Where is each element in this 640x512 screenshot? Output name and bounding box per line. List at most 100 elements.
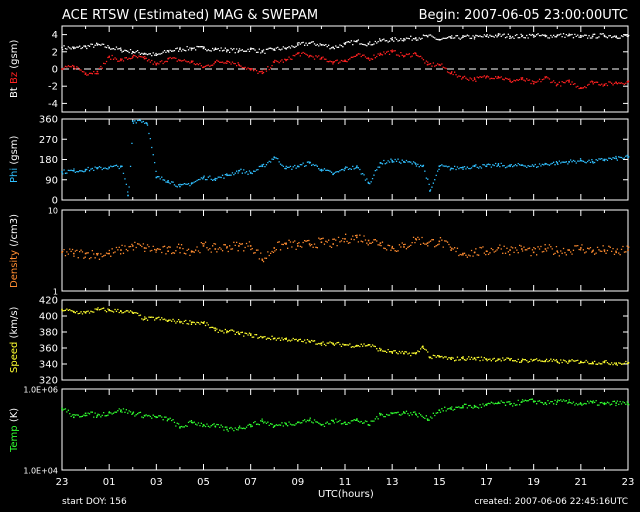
data-point-speed — [462, 357, 464, 360]
data-point-phi — [497, 164, 500, 166]
y-axis-label-part: Speed — [9, 341, 20, 373]
data-point-density — [261, 259, 264, 262]
y-tick-label-phi: 180 — [39, 155, 58, 166]
data-point-speed — [355, 344, 358, 347]
data-point-temp — [214, 425, 217, 428]
data-point-temp — [61, 407, 63, 410]
data-point-density — [426, 242, 429, 244]
data-point-phi — [414, 163, 417, 165]
series-speed — [62, 307, 630, 366]
data-point-temp — [473, 406, 476, 408]
data-point-temp — [580, 403, 582, 405]
data-point-bt — [580, 36, 582, 38]
data-point-bt — [497, 34, 500, 37]
data-point-speed — [615, 362, 618, 364]
y-tick-label-temp: 1.0E+04 — [23, 467, 58, 476]
data-point-speed — [473, 357, 476, 360]
data-point-temp — [320, 424, 323, 426]
data-point-density — [509, 249, 511, 251]
y-axis-label-mag: Bt Bz (gsm) — [9, 40, 20, 98]
data-point-temp — [202, 424, 205, 426]
data-point-phi — [332, 173, 335, 175]
data-point-temp — [509, 403, 511, 406]
data-point-speed — [422, 345, 424, 348]
data-point-density — [391, 247, 393, 249]
data-point-density — [403, 246, 405, 248]
data-point-bz — [603, 83, 606, 86]
data-point-phi — [139, 119, 141, 121]
data-point-bt — [473, 36, 476, 38]
data-point-speed — [450, 358, 452, 360]
x-tick-label: 19 — [527, 477, 540, 488]
data-point-bt — [355, 40, 358, 43]
data-point-bt — [438, 38, 441, 41]
chart-title: ACE RTSW (Estimated) MAG & SWEPAM — [62, 8, 319, 23]
data-point-phi — [591, 160, 594, 163]
data-point-temp — [379, 414, 382, 416]
data-point-bt — [615, 35, 618, 38]
data-point-bt — [379, 39, 382, 42]
data-point-bz — [167, 57, 169, 60]
y-axis-label-part: (gsm) — [9, 135, 20, 168]
data-point-density — [615, 251, 618, 254]
data-point-phi — [544, 163, 547, 165]
data-point-density — [521, 248, 523, 250]
data-point-bz — [355, 54, 358, 57]
y-tick-label-density: 10 — [48, 207, 58, 216]
data-point-bz — [473, 78, 476, 81]
data-point-speed — [403, 352, 405, 355]
data-point-density — [273, 247, 276, 249]
data-point-density — [84, 252, 87, 255]
data-point-temp — [355, 419, 358, 421]
data-point-bt — [120, 49, 122, 51]
x-tick-label: 13 — [386, 477, 399, 488]
data-point-density — [367, 239, 370, 242]
data-point-temp — [179, 427, 181, 429]
data-point-bz — [615, 81, 618, 84]
data-point-phi — [450, 167, 452, 170]
data-point-speed — [84, 312, 87, 314]
data-point-temp — [391, 412, 393, 415]
x-axis-label: UTC(hours) — [318, 489, 374, 500]
y-axis-label-part: Bz — [9, 71, 20, 88]
data-point-speed — [143, 318, 146, 320]
data-point-phi — [297, 165, 299, 168]
data-point-density — [544, 248, 547, 250]
x-tick-label: 17 — [480, 477, 493, 488]
data-point-phi — [367, 182, 370, 184]
data-point-bz — [462, 76, 464, 79]
data-point-phi — [285, 167, 287, 170]
panel-frame-density — [61, 209, 629, 292]
data-point-phi — [355, 166, 358, 169]
data-point-bz — [332, 61, 335, 63]
data-point-phi — [190, 182, 193, 184]
data-point-bt — [155, 54, 158, 57]
data-point-temp — [627, 403, 629, 405]
data-point-density — [438, 240, 441, 243]
data-point-density — [497, 247, 500, 249]
data-point-phi — [179, 185, 181, 188]
data-point-bt — [603, 34, 606, 37]
y-axis-label-phi: Phi (gsm) — [9, 136, 20, 183]
y-tick-label-speed: 380 — [39, 328, 58, 339]
data-point-bz — [72, 65, 75, 68]
panel-frame-speed — [61, 299, 629, 381]
data-point-phi — [146, 122, 148, 125]
data-point-phi — [344, 167, 346, 170]
data-point-density — [627, 249, 629, 251]
data-point-speed — [261, 336, 264, 339]
series-temp — [62, 398, 630, 432]
data-point-phi — [556, 162, 559, 164]
data-point-bt — [72, 47, 75, 50]
data-point-bz — [285, 59, 287, 62]
data-point-density — [355, 236, 358, 239]
data-point-speed — [532, 359, 535, 361]
start-doy: start DOY: 156 — [62, 497, 127, 507]
data-point-phi — [521, 164, 523, 166]
y-axis-label-part: Bt — [9, 87, 20, 98]
data-point-temp — [332, 420, 335, 423]
data-point-bz — [521, 78, 523, 81]
data-point-speed — [568, 360, 570, 363]
x-tick-label: 11 — [339, 477, 352, 488]
data-point-bt — [521, 35, 523, 38]
